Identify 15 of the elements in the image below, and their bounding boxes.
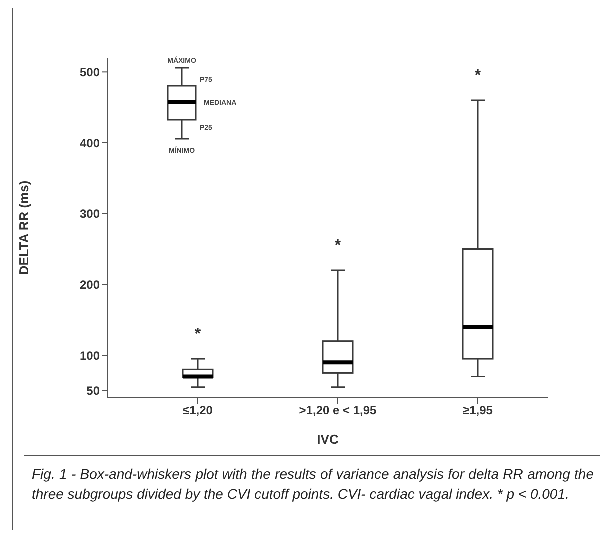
x-tick-label: ≤1,20 bbox=[183, 404, 214, 418]
y-tick-label: 200 bbox=[80, 278, 100, 292]
y-tick-label: 50 bbox=[86, 384, 100, 398]
y-axis-title: DELTA RR (ms) bbox=[16, 180, 32, 276]
y-tick-label: 300 bbox=[80, 207, 100, 222]
x-axis-title: IVC bbox=[317, 432, 340, 447]
x-tick-label: ≥1,95 bbox=[463, 404, 494, 418]
x-tick-label: >1,20 e < 1,95 bbox=[299, 404, 378, 418]
annotation: * bbox=[334, 238, 342, 254]
y-tick-label: 100 bbox=[80, 348, 100, 363]
caption: Fig. 1 - Box-and-whiskers plot with the results of variance analysis for delta RR among the three subgroups divided by the CVI cutoff points. CVI- cardiac vagal index. * p < 0.001. bbox=[32, 465, 594, 504]
y-tick-label: 500 bbox=[80, 65, 100, 80]
y-tick-label: 400 bbox=[80, 136, 100, 150]
annotation: * bbox=[474, 68, 482, 84]
annotation: * bbox=[194, 326, 202, 344]
